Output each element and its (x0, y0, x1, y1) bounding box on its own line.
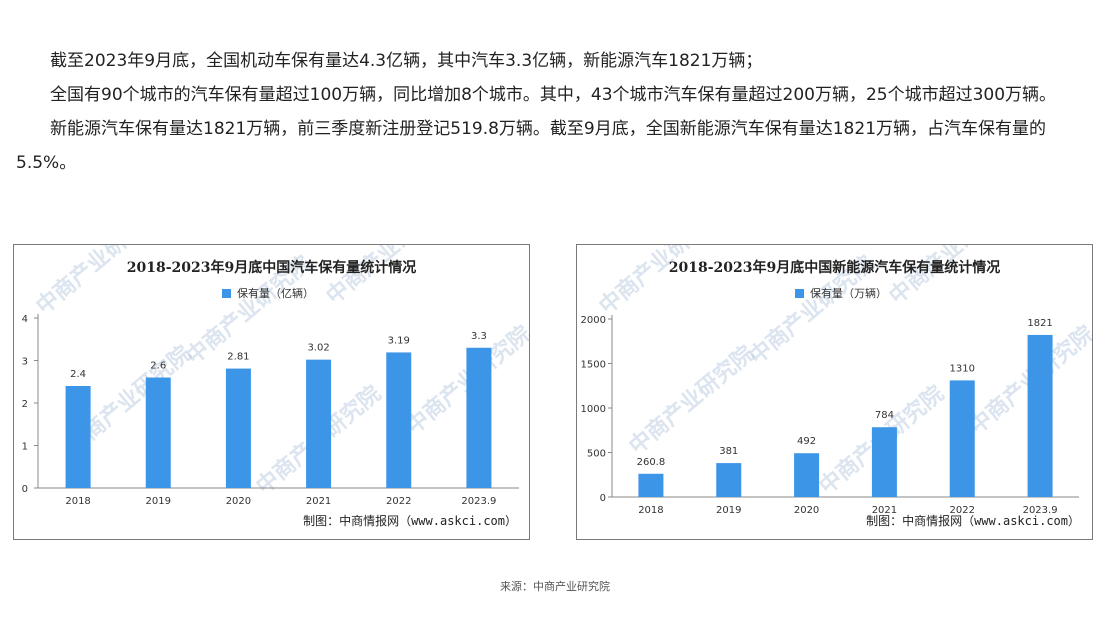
bar (65, 386, 91, 488)
y-tick-label: 1 (22, 442, 28, 453)
data-label: 2.81 (227, 352, 249, 363)
watermark-text: 中商产业研究院 (401, 321, 529, 440)
data-label: 381 (719, 446, 738, 457)
y-tick-label: 1000 (581, 404, 606, 415)
chart-legend: 保有量（亿辆） (222, 285, 314, 301)
bar (794, 453, 820, 497)
x-tick-label: 2020 (794, 505, 819, 516)
y-tick-label: 4 (22, 314, 28, 325)
data-label: 492 (797, 436, 816, 447)
car-ownership-chart-svg: 中商产业研究院中商产业研究院中商产业研究院中商产业研究院中商产业研究院中商产业研… (22, 245, 529, 507)
nev-ownership-chart-svg: 中商产业研究院中商产业研究院中商产业研究院中商产业研究院中商产业研究院中商产业研… (581, 245, 1092, 516)
chart-credit: 制图：中商情报网（www.askci.com） (866, 514, 1080, 528)
data-label: 260.8 (637, 457, 666, 468)
bar (716, 463, 742, 497)
chart-title: 2018-2023年9月底中国汽车保有量统计情况 (126, 260, 417, 276)
y-tick-label: 2 (22, 399, 28, 410)
nev-ownership-chart: 中商产业研究院中商产业研究院中商产业研究院中商产业研究院中商产业研究院中商产业研… (576, 244, 1093, 540)
bar (466, 347, 492, 488)
article-text: 截至2023年9月底，全国机动车保有量达4.3亿辆，其中汽车3.3亿辆，新能源汽… (16, 44, 1094, 180)
y-tick-label: 3 (22, 357, 28, 368)
data-label: 2.6 (150, 361, 166, 372)
x-tick-label: 2021 (306, 496, 331, 507)
watermark-text: 中商产业研究院 (321, 245, 456, 310)
paragraph-1: 截至2023年9月底，全国机动车保有量达4.3亿辆，其中汽车3.3亿辆，新能源汽… (50, 51, 763, 71)
paragraph-2: 全国有90个城市的汽车保有量超过100万辆，同比增加8个城市。其中，43个城市汽… (50, 85, 1057, 105)
car-ownership-chart: 中商产业研究院中商产业研究院中商产业研究院中商产业研究院中商产业研究院中商产业研… (13, 244, 530, 540)
x-tick-label: 2019 (146, 496, 171, 507)
x-tick-label: 2020 (226, 496, 251, 507)
data-label: 1310 (950, 363, 975, 374)
legend-swatch (222, 288, 231, 298)
x-tick-label: 2018 (65, 496, 90, 507)
paragraph-3: 新能源汽车保有量达1821万辆，前三季度新注册登记519.8万辆。截至9月底，全… (16, 119, 1047, 173)
x-tick-label: 2022 (386, 496, 411, 507)
data-label: 784 (875, 410, 894, 421)
source-caption: 来源：中商产业研究院 (500, 580, 610, 593)
data-label: 3.19 (388, 335, 410, 346)
chart-title: 2018-2023年9月底中国新能源汽车保有量统计情况 (668, 260, 1001, 276)
x-tick-label: 2023.9 (1023, 505, 1058, 516)
bar (871, 427, 897, 497)
bar (225, 368, 251, 488)
x-tick-label: 2023.9 (461, 496, 496, 507)
data-label: 2.4 (70, 369, 86, 380)
watermark-text: 中商产业研究院 (884, 245, 1019, 310)
x-tick-label: 2018 (638, 505, 663, 516)
y-tick-label: 0 (22, 484, 28, 495)
legend-label: 保有量（万辆） (810, 287, 887, 300)
bar (949, 380, 975, 497)
y-tick-label: 500 (587, 449, 606, 460)
legend-swatch (795, 288, 804, 298)
bar (386, 352, 412, 488)
y-tick-label: 0 (600, 493, 606, 504)
y-tick-label: 2000 (581, 315, 606, 326)
bar (145, 377, 171, 488)
x-tick-label: 2019 (716, 505, 741, 516)
data-label: 3.3 (471, 331, 487, 342)
bar (1027, 334, 1053, 497)
watermark-text: 中商产业研究院 (624, 341, 759, 460)
data-label: 1821 (1027, 318, 1052, 329)
chart-legend: 保有量（万辆） (795, 285, 887, 301)
y-tick-label: 1500 (581, 360, 606, 371)
bar (638, 473, 664, 497)
data-label: 3.02 (307, 343, 329, 354)
legend-label: 保有量（亿辆） (237, 287, 314, 300)
x-tick-label: 2022 (950, 505, 975, 516)
chart-credit: 制图：中商情报网（www.askci.com） (303, 514, 517, 528)
x-tick-label: 2021 (872, 505, 897, 516)
bar (306, 359, 332, 488)
